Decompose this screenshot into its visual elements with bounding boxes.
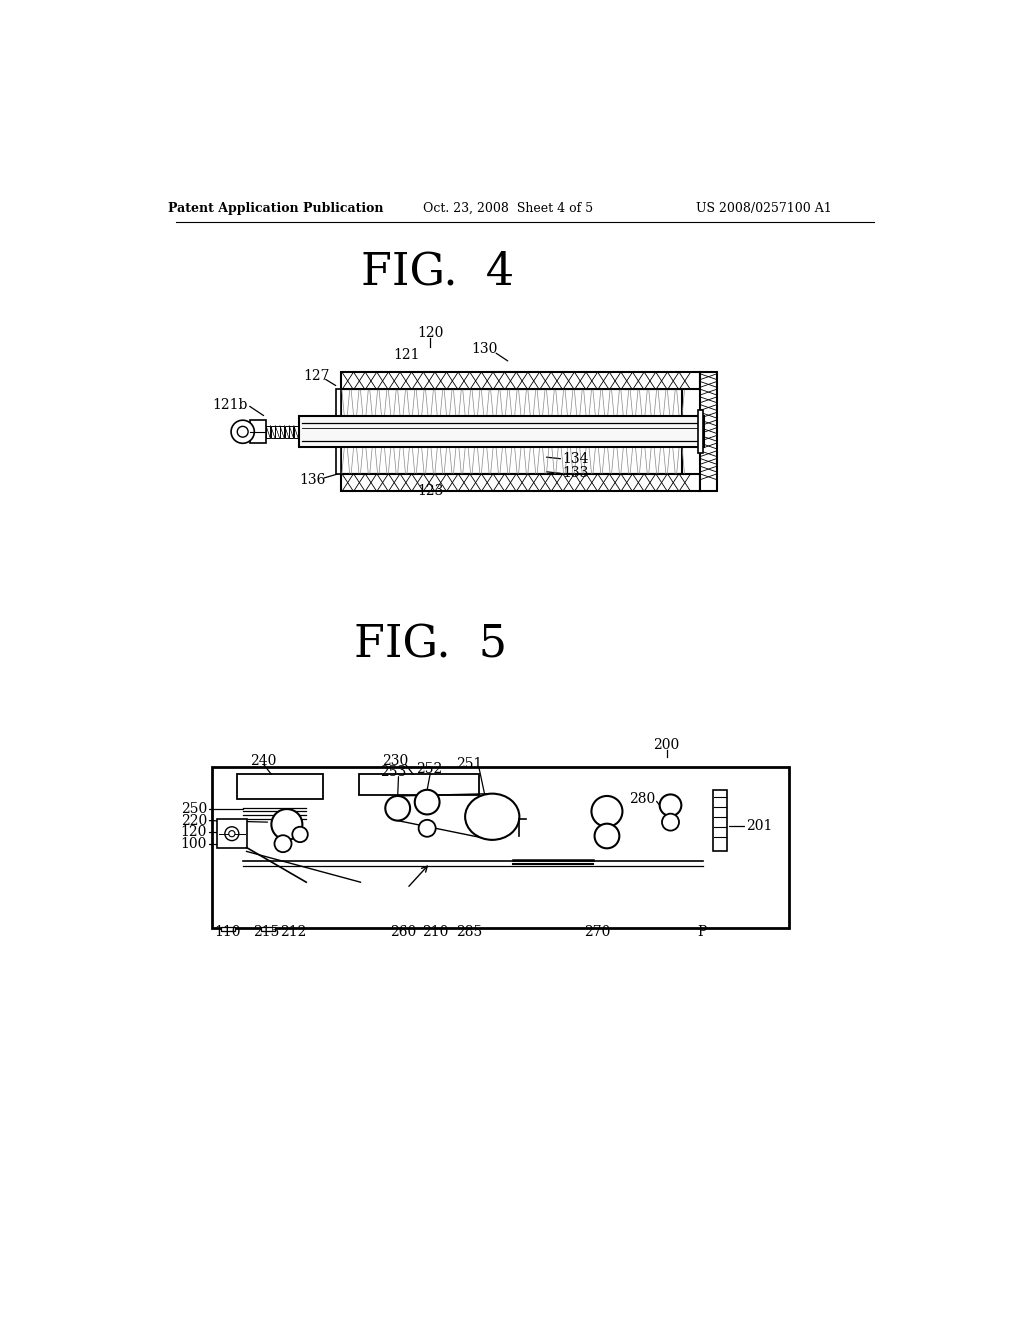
Text: 200: 200 — [653, 738, 680, 752]
Circle shape — [292, 826, 308, 842]
Circle shape — [419, 820, 435, 837]
Circle shape — [592, 796, 623, 826]
Text: 280: 280 — [629, 792, 655, 807]
Circle shape — [385, 796, 410, 821]
Text: Oct. 23, 2008  Sheet 4 of 5: Oct. 23, 2008 Sheet 4 of 5 — [423, 202, 593, 215]
Text: 252: 252 — [416, 762, 441, 776]
Circle shape — [662, 813, 679, 830]
Text: 240: 240 — [251, 754, 276, 767]
Text: 100: 100 — [180, 837, 207, 850]
Circle shape — [595, 824, 620, 849]
Bar — [237, 775, 324, 799]
Bar — [217, 818, 247, 849]
Text: 212: 212 — [280, 925, 306, 940]
Text: FIG.  5: FIG. 5 — [353, 623, 507, 667]
Text: 253: 253 — [380, 766, 407, 779]
Text: 123: 123 — [417, 484, 443, 498]
Circle shape — [274, 836, 292, 853]
Text: FIG.  4: FIG. 4 — [361, 251, 515, 294]
Circle shape — [228, 830, 234, 837]
Bar — [341, 372, 700, 389]
Bar — [337, 389, 341, 474]
Text: 250: 250 — [181, 803, 207, 816]
Bar — [713, 789, 727, 851]
Bar — [285, 425, 289, 438]
Text: Patent Application Publication: Patent Application Publication — [168, 202, 383, 215]
Text: 220: 220 — [181, 813, 207, 828]
Text: 260: 260 — [390, 925, 416, 940]
Bar — [212, 767, 790, 928]
Text: P: P — [697, 925, 707, 940]
Text: 134: 134 — [562, 451, 589, 466]
Bar — [275, 425, 280, 438]
Circle shape — [231, 420, 254, 444]
Text: 215: 215 — [253, 925, 280, 940]
Bar — [289, 425, 294, 438]
Bar — [221, 927, 234, 932]
Text: 133: 133 — [562, 466, 589, 479]
Circle shape — [271, 809, 302, 840]
Text: 201: 201 — [746, 818, 773, 833]
Bar — [700, 372, 717, 491]
Text: US 2008/0257100 A1: US 2008/0257100 A1 — [695, 202, 831, 215]
Text: 120: 120 — [180, 825, 207, 840]
Text: 210: 210 — [422, 925, 449, 940]
Text: 121: 121 — [394, 347, 420, 362]
Circle shape — [225, 826, 239, 841]
Bar — [341, 474, 700, 491]
Bar — [270, 425, 274, 438]
Circle shape — [415, 789, 439, 814]
Circle shape — [238, 426, 248, 437]
Text: 136: 136 — [299, 474, 326, 487]
Text: 120: 120 — [417, 326, 443, 341]
Bar — [698, 411, 703, 453]
Bar — [261, 927, 275, 932]
Text: 251: 251 — [456, 758, 482, 771]
Text: 121b: 121b — [213, 397, 248, 412]
Text: 230: 230 — [382, 754, 409, 767]
Text: 270: 270 — [584, 925, 610, 940]
Text: 127: 127 — [303, 370, 330, 383]
Bar — [299, 416, 703, 447]
Text: 130: 130 — [471, 342, 498, 356]
Circle shape — [659, 795, 681, 816]
Bar — [251, 420, 266, 444]
Text: 285: 285 — [456, 925, 482, 940]
Bar — [341, 389, 682, 474]
Text: 110: 110 — [214, 925, 241, 940]
Ellipse shape — [465, 793, 519, 840]
Bar — [266, 425, 270, 438]
Text: 121c: 121c — [562, 420, 596, 433]
Bar — [294, 425, 298, 438]
Bar — [359, 775, 479, 795]
Bar — [280, 425, 285, 438]
